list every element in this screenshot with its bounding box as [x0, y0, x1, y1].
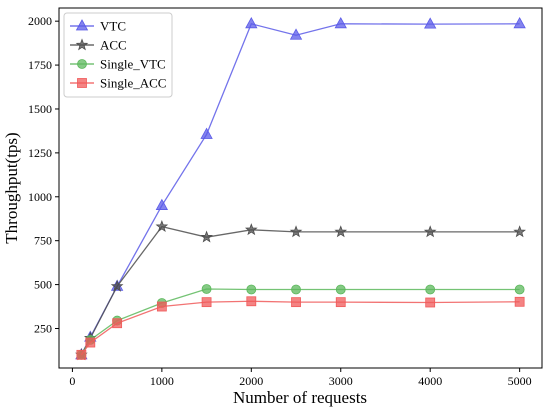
legend-marker-acc	[75, 38, 89, 51]
x-tick-label: 3000	[329, 374, 353, 388]
data-point-acc	[513, 225, 526, 238]
data-point-single-vtc	[335, 284, 346, 295]
legend-label-single-acc: Single_ACC	[100, 76, 166, 91]
data-point-acc	[110, 279, 124, 292]
data-point-single-vtc	[514, 284, 525, 295]
series-line-single-vtc	[80, 288, 520, 356]
data-point-single-acc	[156, 301, 167, 312]
data-point-single-acc	[335, 297, 346, 308]
legend-marker-vtc	[75, 19, 89, 31]
y-axis-title: Throughput(tps)	[2, 132, 21, 243]
series-line-acc	[80, 225, 520, 356]
y-tick-label: 500	[34, 278, 52, 292]
x-tick-label: 0	[69, 374, 75, 388]
data-point-acc	[289, 225, 303, 238]
data-point-single-vtc	[246, 284, 257, 295]
data-point-single-acc	[425, 297, 436, 308]
legend-label-vtc: VTC	[100, 19, 126, 34]
series-layer	[75, 16, 526, 361]
y-tick-label: 1000	[28, 190, 52, 204]
data-point-single-acc	[514, 296, 525, 307]
y-tick-label: 1750	[28, 58, 52, 72]
x-tick-label: 1000	[150, 374, 174, 388]
y-tick-label: 1250	[28, 146, 52, 160]
legend-box	[63, 12, 173, 98]
data-point-single-acc	[291, 297, 301, 308]
ticks-layer: 0 1000 2000 3000 4000 5000 250 500 750 1000 1250 15…	[28, 14, 532, 388]
data-point-single-acc	[246, 296, 257, 307]
legend-marker-single-vtc	[77, 59, 87, 69]
data-point-vtc	[200, 127, 213, 139]
x-tick-label: 4000	[418, 374, 442, 388]
x-tick-label: 2000	[239, 374, 263, 388]
data-point-vtc	[424, 17, 437, 29]
data-point-acc	[334, 225, 348, 238]
y-tick-label: 2000	[28, 14, 52, 28]
data-point-acc	[200, 230, 213, 243]
legend: VTC ACC Single_VTC Single_ACC	[63, 12, 173, 98]
data-point-vtc	[334, 16, 347, 29]
x-axis-title: Number of requests	[233, 388, 367, 407]
data-point-vtc	[155, 198, 169, 210]
data-point-acc	[244, 223, 258, 236]
data-point-vtc	[513, 16, 526, 29]
legend-label-single-vtc: Single_VTC	[100, 57, 166, 72]
y-tick-label: 750	[34, 234, 52, 248]
data-point-vtc	[245, 16, 258, 29]
plot-frame	[58, 7, 543, 369]
data-point-single-acc	[201, 297, 212, 308]
data-point-vtc	[289, 28, 303, 40]
legend-label-acc: ACC	[100, 38, 127, 53]
data-point-acc	[423, 225, 437, 238]
data-point-single-acc	[112, 318, 123, 329]
legend-marker-single-acc	[77, 78, 87, 88]
data-point-acc	[155, 219, 169, 233]
series-line-single-acc	[80, 300, 520, 356]
data-point-single-acc	[76, 349, 87, 360]
y-tick-label: 250	[34, 321, 52, 335]
x-tick-label: 5000	[508, 374, 532, 388]
data-point-single-vtc	[291, 284, 301, 295]
data-point-single-acc	[85, 337, 96, 348]
data-point-single-vtc	[425, 284, 436, 295]
y-tick-label: 1500	[28, 102, 52, 116]
data-point-single-vtc	[201, 284, 212, 294]
